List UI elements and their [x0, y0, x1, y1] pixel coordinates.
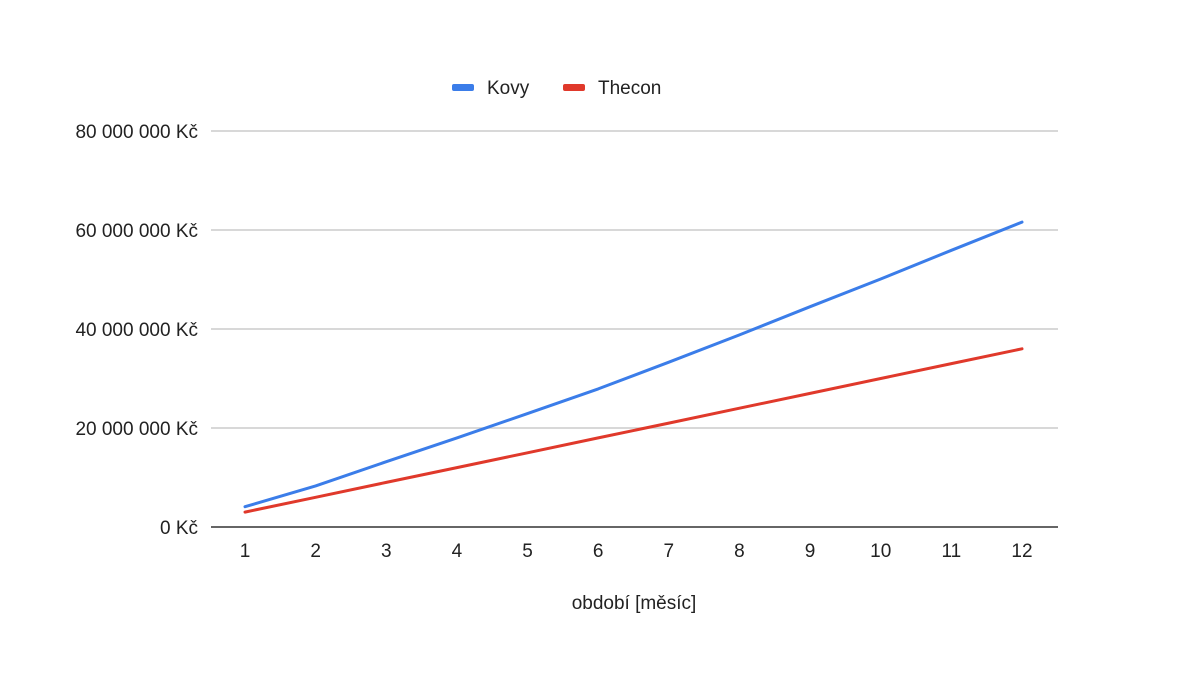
legend-label-thecon: Thecon	[598, 78, 661, 99]
x-tick-label: 4	[452, 541, 463, 562]
y-tick-label: 20 000 000 Kč	[75, 419, 198, 440]
axes: 0 Kč 20 000 000 Kč 40 000 000 Kč 60 000 000…	[75, 122, 1058, 562]
x-tick-label: 9	[805, 541, 816, 562]
x-tick-label: 8	[734, 541, 745, 562]
y-tick-label: 40 000 000 Kč	[75, 320, 198, 341]
y-tick-label: 0 Kč	[160, 518, 198, 539]
x-tick-label: 3	[381, 541, 392, 562]
x-tick-label: 1	[240, 541, 251, 562]
x-axis-title: období [měsíc]	[572, 593, 697, 614]
x-tick-label: 2	[310, 541, 321, 562]
x-tick-label: 7	[664, 541, 675, 562]
x-tick-label: 11	[941, 541, 961, 562]
legend-label-kovy: Kovy	[487, 78, 530, 99]
y-tick-label: 60 000 000 Kč	[75, 221, 198, 242]
y-tick-label: 80 000 000 Kč	[75, 122, 198, 143]
series-lines	[243, 220, 1024, 514]
x-tick-label: 10	[870, 541, 891, 562]
x-tick-label: 12	[1011, 541, 1032, 562]
legend-swatch-kovy	[452, 84, 474, 91]
x-tick-label: 6	[593, 541, 604, 562]
legend-swatch-thecon	[563, 84, 585, 91]
gridlines	[211, 130, 1058, 429]
x-tick-label: 5	[522, 541, 533, 562]
legend: Kovy Thecon	[452, 78, 661, 99]
series-line-thecon	[243, 347, 1024, 514]
series-line-kovy	[243, 220, 1024, 509]
